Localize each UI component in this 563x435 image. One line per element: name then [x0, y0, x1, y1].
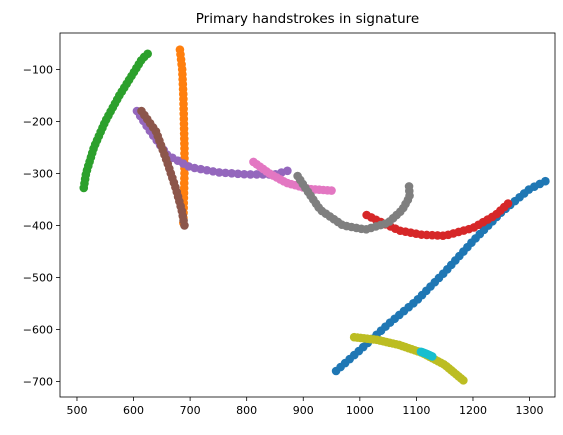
scatter-point	[233, 169, 243, 179]
chart-title: Primary handstrokes in signature	[196, 11, 419, 27]
y-tick-label: −100	[23, 63, 53, 76]
scatter-point	[503, 199, 513, 208]
y-axis: −100 −200 −300 −400 −500 −600 −700	[23, 63, 60, 388]
scatter-point	[427, 352, 437, 361]
scatter-point	[180, 221, 189, 230]
x-tick-label: 700	[180, 404, 201, 417]
stroke-series-10	[416, 347, 437, 361]
scatter-point	[221, 168, 230, 178]
y-tick-label: −500	[23, 271, 53, 284]
y-tick-label: −300	[23, 167, 53, 180]
y-tick-label: −600	[23, 323, 53, 336]
scatter-point	[239, 169, 249, 179]
scatter-point	[214, 168, 224, 177]
y-tick-label: −700	[23, 375, 53, 388]
scatter-point	[327, 186, 336, 195]
scatter-point	[459, 376, 468, 385]
x-tick-label: 600	[123, 404, 144, 417]
x-tick-label: 1100	[402, 404, 430, 417]
scatter-point	[283, 166, 292, 176]
x-tick-label: 900	[293, 404, 314, 417]
x-tick-label: 800	[236, 404, 257, 417]
stroke-series-6	[137, 106, 189, 230]
y-tick-label: −200	[23, 115, 53, 128]
y-tick-label: −400	[23, 219, 53, 232]
x-tick-label: 1200	[459, 404, 487, 417]
x-tick-label: 500	[66, 404, 87, 417]
scatter-point	[404, 182, 414, 191]
stroke-series-8	[293, 171, 414, 234]
x-axis: 500 600 700 800 900 1000 1100 1200 1300	[66, 397, 544, 417]
stroke-series-4	[362, 199, 513, 241]
x-tick-label: 1300	[516, 404, 544, 417]
scatter-point	[143, 49, 152, 59]
stroke-series-1	[331, 176, 550, 376]
scatter-point	[246, 170, 255, 179]
stroke-series-3	[79, 49, 152, 193]
axes-frame	[59, 32, 556, 398]
scatter-point	[252, 170, 262, 179]
scatter-point	[227, 169, 236, 178]
x-tick-label: 1000	[346, 404, 374, 417]
stroke-series-9	[349, 332, 468, 385]
scatter-point	[541, 176, 550, 186]
